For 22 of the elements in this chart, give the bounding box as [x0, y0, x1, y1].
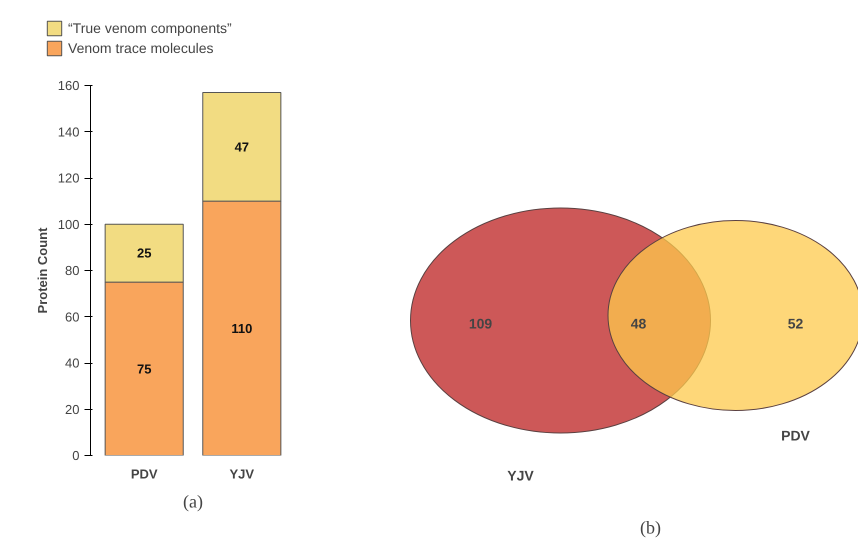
- data-label: 109: [468, 316, 492, 332]
- y-tick-label: 140: [58, 124, 80, 140]
- y-tick-label: 20: [65, 402, 80, 417]
- category-label: PDV: [781, 428, 811, 444]
- y-tick-label: 0: [72, 448, 80, 463]
- legend-label: “True venom components”: [68, 20, 232, 36]
- text: (b): [640, 518, 662, 538]
- y-tick-label: 120: [58, 170, 80, 186]
- y-tick-label: 160: [58, 78, 80, 93]
- y-axis-title: Protein Count: [34, 226, 50, 314]
- data-label: 47: [234, 139, 250, 154]
- data-label: 25: [136, 246, 152, 261]
- y-tick-label: 60: [65, 309, 80, 324]
- y-tick-label: 100: [58, 216, 80, 232]
- data-label: 48: [630, 316, 646, 332]
- text: (a): [183, 492, 203, 512]
- y-tick-label: 40: [65, 356, 80, 370]
- y-tick-label: 80: [65, 263, 80, 278]
- data-label: 52: [788, 316, 804, 332]
- legend-label: Venom trace molecules: [68, 40, 214, 56]
- data-label: 110: [231, 320, 252, 336]
- data-label: 75: [136, 361, 152, 376]
